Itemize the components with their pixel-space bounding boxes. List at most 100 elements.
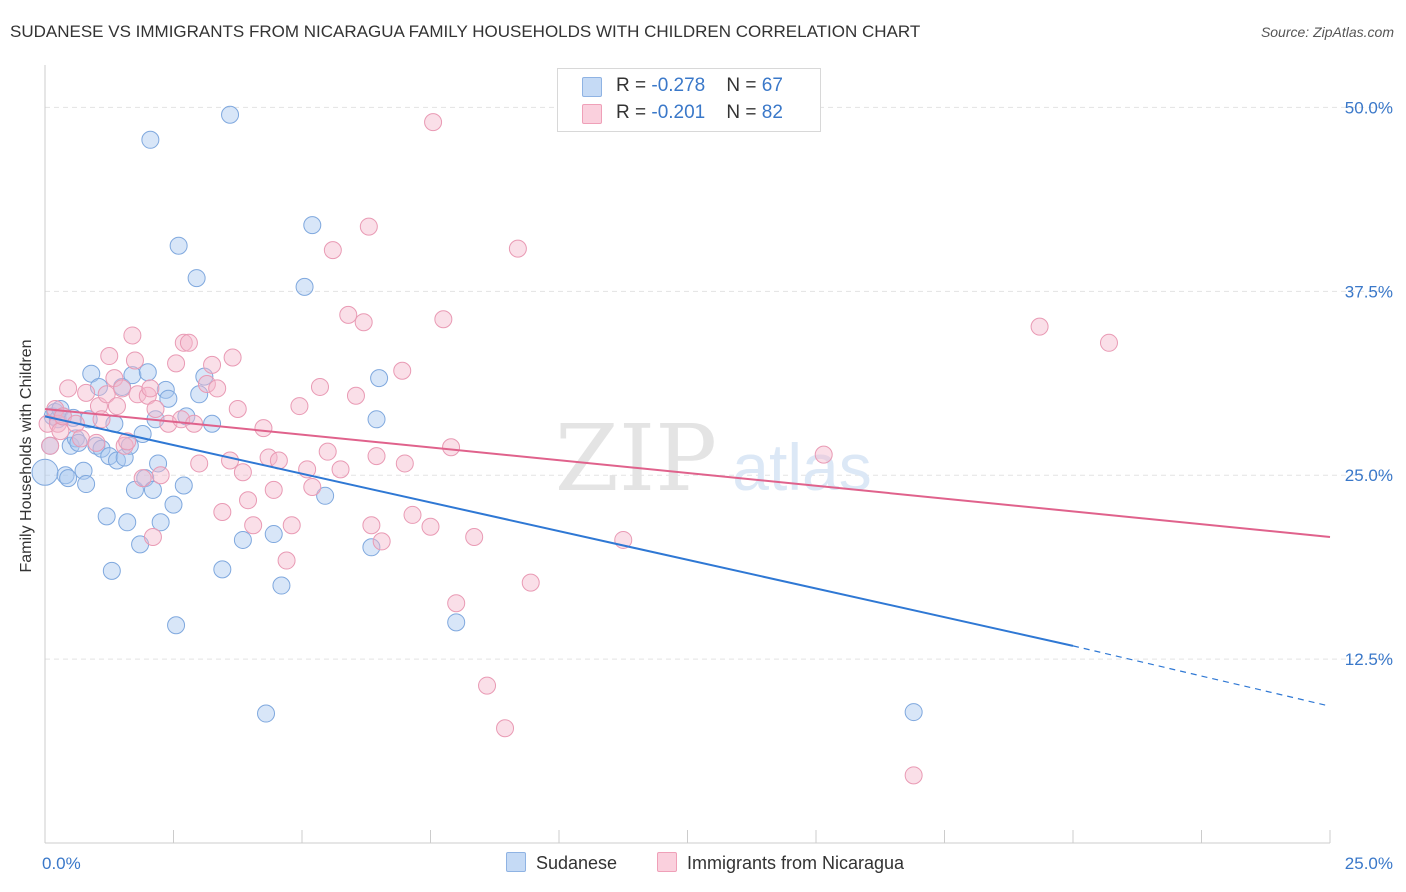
bottom-legend-swatch-nicaragua [657, 852, 677, 872]
y-tick-label-0: 12.5% [1345, 650, 1393, 669]
nicaragua-point-25 [141, 379, 160, 398]
nicaragua-point-32 [174, 333, 193, 352]
nicaragua-point-16 [107, 397, 126, 416]
bottom-legend-sudanese: Sudanese [506, 852, 617, 876]
nicaragua-point-36 [197, 375, 216, 393]
nicaragua-point-26 [143, 528, 162, 546]
sudanese-point-53 [233, 530, 252, 549]
nicaragua-point-33 [179, 333, 198, 352]
watermark-atlas: atlas [732, 430, 871, 504]
nicaragua-point-58 [331, 460, 350, 479]
sudanese-point-42 [164, 495, 183, 514]
nicaragua-point-52 [290, 397, 309, 416]
nicaragua-point-74 [465, 528, 484, 546]
chart-title: SUDANESE VS IMMIGRANTS FROM NICARAGUA FA… [10, 22, 921, 41]
nicaragua-point-77 [508, 239, 527, 258]
nicaragua-point-67 [395, 454, 414, 473]
sudanese-point-55 [264, 525, 283, 544]
nicaragua-point-63 [362, 516, 381, 535]
data-points [31, 105, 1118, 785]
bottom-legend-label-sudanese: Sudanese [536, 853, 618, 873]
sudanese-point-56 [272, 576, 291, 595]
nicaragua-point-64 [367, 447, 386, 466]
sudanese-point-27 [118, 513, 137, 532]
nicaragua-point-13 [97, 385, 116, 404]
nicaragua-point-69 [421, 517, 440, 536]
nicaragua-point-20 [123, 326, 142, 345]
legend-n-label: N = [726, 102, 762, 123]
sudanese-point-45 [174, 476, 193, 495]
nicaragua-point-17 [113, 379, 132, 398]
sudanese-point-19 [92, 439, 111, 458]
tick-labels: 12.5% 25.0% 37.5% 50.0% 0.0% 25.0% [42, 98, 1393, 873]
sudanese-point-62 [370, 369, 389, 388]
sudanese-point-60 [362, 538, 381, 557]
nicaragua-point-45 [244, 516, 263, 535]
nicaragua-point-30 [167, 354, 186, 373]
nicaragua-point-50 [277, 551, 296, 570]
x-tick-label-1: 25.0% [1345, 854, 1393, 873]
legend-r-label: R = [616, 75, 652, 96]
legend-n-label: N = [726, 75, 762, 96]
sudanese-point-38 [149, 454, 168, 473]
sudanese-point-48 [190, 385, 209, 404]
nicaragua-point-27 [146, 400, 165, 419]
sudanese-point-50 [203, 414, 222, 433]
sudanese-point-54 [257, 704, 276, 723]
sudanese-point-29 [123, 366, 142, 385]
nicaragua-point-75 [478, 676, 497, 695]
nicaragua-point-8 [71, 429, 90, 448]
nicaragua-point-23 [133, 469, 152, 488]
nicaragua-point-35 [190, 454, 209, 473]
sudanese-point-16 [82, 364, 101, 383]
nicaragua-point-15 [105, 369, 124, 388]
nicaragua-point-59 [339, 305, 358, 324]
nicaragua-point-54 [303, 477, 322, 496]
chart-source: Source: ZipAtlas.com [1260, 24, 1394, 40]
sudanese-point-61 [367, 410, 386, 429]
nicaragua-point-73 [447, 594, 466, 613]
sudanese-point-57 [295, 277, 314, 296]
nicaragua-point-71 [434, 310, 453, 329]
trend-lines [44, 408, 1331, 707]
nicaragua-point-37 [203, 355, 222, 374]
legend-swatch-sudanese [582, 77, 602, 97]
sudanese-point-8 [59, 469, 78, 488]
grid-lines [45, 106, 1394, 660]
bottom-legend-label-nicaragua: Immigrants from Nicaragua [687, 853, 905, 873]
nicaragua-point-66 [393, 361, 412, 380]
sudanese-trend-line [44, 415, 1074, 647]
sudanese-point-7 [56, 466, 75, 485]
nicaragua-point-24 [138, 386, 157, 405]
sudanese-point-0 [31, 458, 59, 486]
nicaragua-point-78 [521, 573, 540, 592]
sudanese-point-34 [138, 363, 157, 382]
x-tick-label-0: 0.0% [42, 854, 81, 873]
nicaragua-point-39 [213, 502, 232, 521]
y-tick-label-2: 37.5% [1345, 282, 1393, 301]
nicaragua-point-38 [208, 379, 227, 398]
nicaragua-point-82 [1030, 317, 1049, 336]
sudanese-point-14 [77, 475, 96, 494]
nicaragua-point-51 [282, 516, 301, 535]
nicaragua-point-46 [254, 419, 273, 438]
legend-r-value: -0.278 [651, 75, 706, 96]
nicaragua-point-68 [403, 505, 422, 524]
nicaragua-point-14 [100, 347, 119, 366]
legend-swatch-nicaragua [582, 104, 602, 124]
legend-r-label: R = [616, 102, 652, 123]
sudanese-point-13 [74, 461, 93, 480]
nicaragua-point-43 [233, 463, 252, 482]
sudanese-point-20 [97, 507, 116, 526]
nicaragua-point-1 [41, 436, 60, 455]
nicaragua-point-72 [442, 438, 461, 457]
sudanese-trend-extension [1072, 645, 1331, 707]
nicaragua-point-55 [310, 377, 329, 396]
nicaragua-point-28 [151, 466, 170, 485]
nicaragua-point-65 [372, 532, 391, 551]
nicaragua-point-62 [359, 217, 378, 236]
sudanese-point-47 [187, 269, 206, 288]
sudanese-point-36 [143, 480, 162, 499]
nicaragua-point-57 [323, 241, 342, 260]
